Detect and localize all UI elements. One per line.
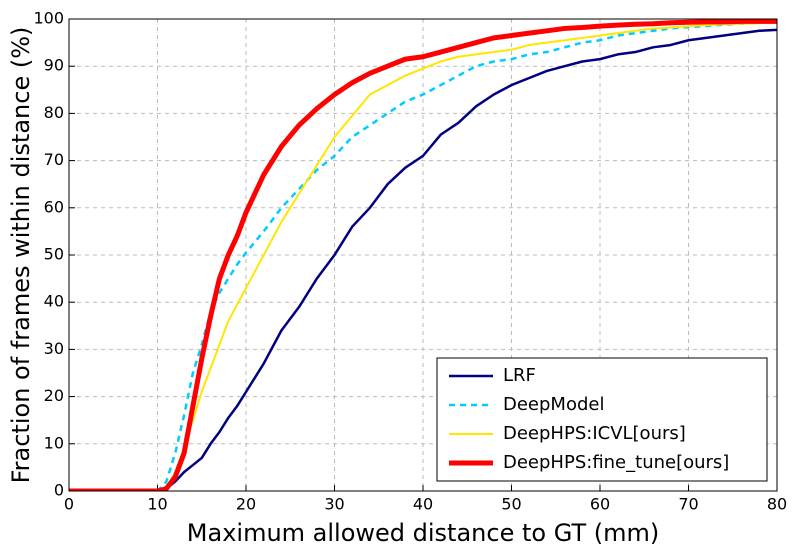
series-line [69, 21, 777, 491]
x-tick-label: 50 [501, 495, 521, 514]
y-tick-label: 50 [44, 245, 64, 264]
y-tick-label: 20 [44, 386, 64, 405]
legend-label: DeepModel [503, 394, 604, 415]
legend-label: LRF [503, 365, 536, 386]
x-tick-label: 20 [236, 495, 256, 514]
series-line [69, 28, 777, 491]
x-tick-label: 60 [590, 495, 610, 514]
x-tick-label: 80 [767, 495, 787, 514]
y-tick-label: 10 [44, 433, 64, 452]
x-tick-label: 0 [64, 495, 74, 514]
y-tick-label: 90 [44, 56, 64, 75]
series-line [69, 19, 777, 491]
x-tick-label: 40 [413, 495, 433, 514]
x-tick-label: 10 [147, 495, 167, 514]
y-tick-label: 100 [33, 9, 64, 28]
y-axis-label: Fraction of frames within distance (%) [7, 27, 35, 484]
x-tick-label: 70 [678, 495, 698, 514]
y-tick-label: 40 [44, 292, 64, 311]
y-tick-label: 0 [54, 481, 64, 500]
x-axis-label: Maximum allowed distance to GT (mm) [187, 519, 659, 547]
y-tick-label: 70 [44, 150, 64, 169]
y-tick-label: 30 [44, 339, 64, 358]
y-tick-label: 60 [44, 197, 64, 216]
legend-label: DeepHPS:ICVL[ours] [503, 423, 686, 444]
plot-frame [68, 18, 778, 492]
legend-label: DeepHPS:fine_tune[ours] [503, 452, 729, 473]
x-tick-label: 30 [324, 495, 344, 514]
series-line [69, 21, 777, 491]
y-tick-label: 80 [44, 103, 64, 122]
